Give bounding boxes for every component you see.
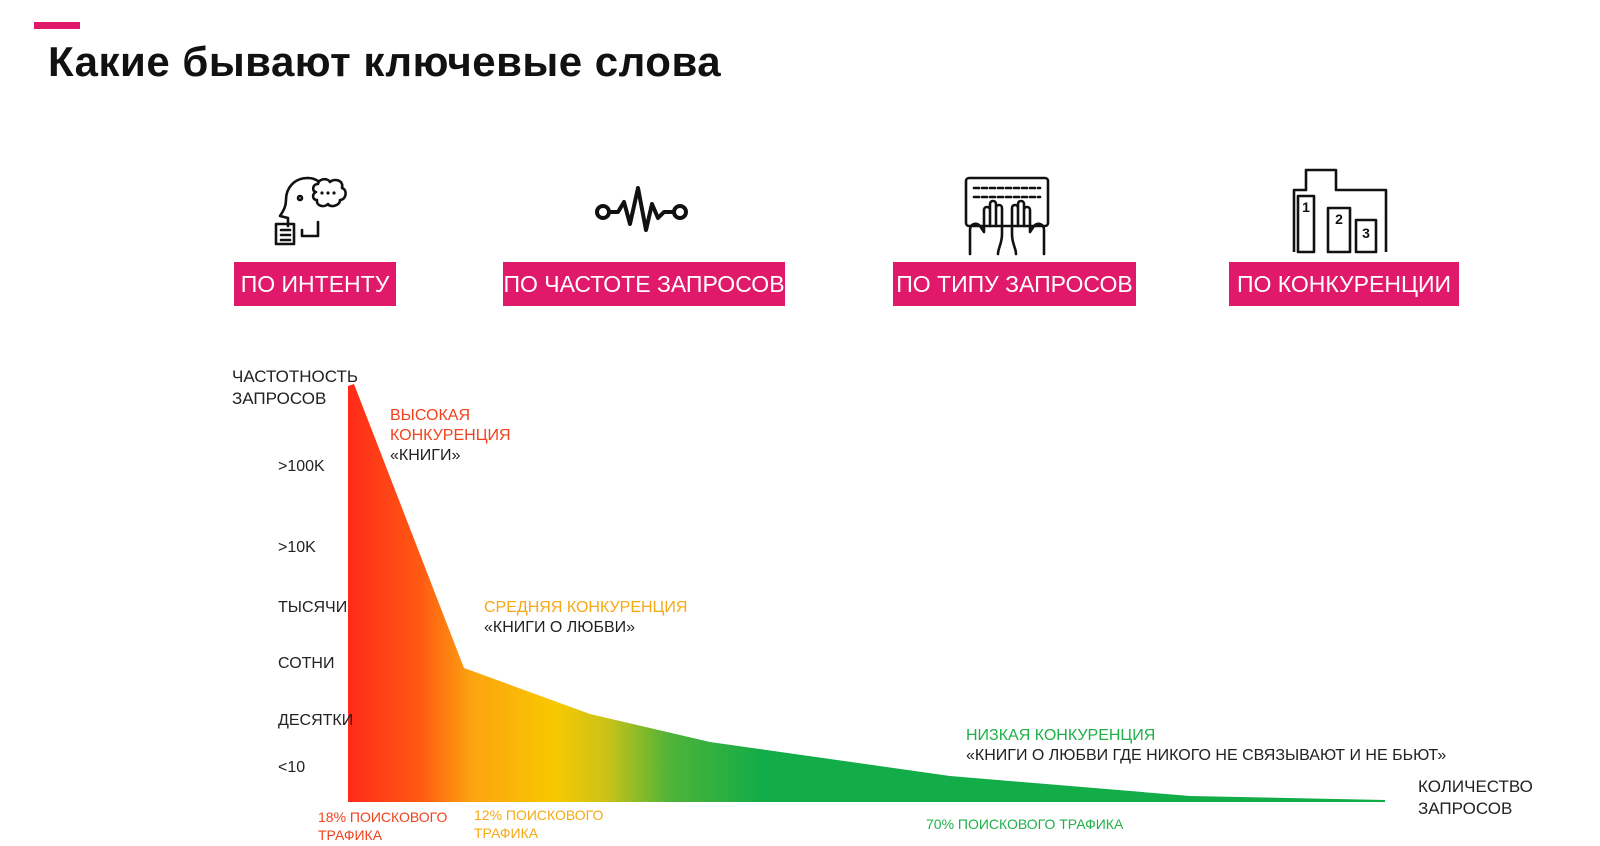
y-axis-label: ЧАСТОТНОСТЬ ЗАПРОСОВ [232, 367, 358, 408]
category-type-button[interactable]: ПО ТИПУ ЗАПРОСОВ [893, 262, 1136, 306]
high-competition-annotation: ВЫСОКАЯ КОНКУРЕНЦИЯ «КНИГИ» [390, 407, 511, 464]
y-tick-thousands: ТЫСЯЧИ [278, 599, 348, 616]
y-tick-under-10: <10 [278, 759, 306, 776]
y-tick-100k: >100K [278, 458, 325, 475]
long-tail-area [348, 384, 1385, 802]
head-thought-icon [274, 176, 347, 246]
medium-traffic-share: 12% ПОИСКОВОГО ТРАФИКА [474, 807, 604, 841]
pulse-wave-icon [595, 186, 688, 232]
category-intent-button[interactable]: ПО ИНТЕНТУ [234, 262, 396, 306]
keyboard-typing-icon [964, 176, 1050, 256]
x-axis-label: КОЛИЧЕСТВО ЗАПРОСОВ [1418, 777, 1533, 818]
podium-ranking-icon: 1 2 3 [1292, 168, 1388, 254]
title-accent-bar [34, 22, 80, 29]
low-traffic-share: 70% ПОИСКОВОГО ТРАФИКА [926, 816, 1124, 832]
svg-text:2: 2 [1335, 211, 1343, 227]
low-competition-annotation: НИЗКАЯ КОНКУРЕНЦИЯ «КНИГИ О ЛЮБВИ ГДЕ НИ… [966, 727, 1447, 764]
y-tick-10k: >10K [278, 539, 316, 556]
page-title: Какие бывают ключевые слова [48, 38, 722, 85]
category-frequency-button[interactable]: ПО ЧАСТОТЕ ЗАПРОСОВ [503, 262, 785, 306]
svg-text:3: 3 [1362, 225, 1370, 241]
y-tick-hundreds: СОТНИ [278, 655, 335, 672]
medium-competition-annotation: СРЕДНЯЯ КОНКУРЕНЦИЯ «КНИГИ О ЛЮБВИ» [484, 599, 688, 636]
high-traffic-share: 18% ПОИСКОВОГО ТРАФИКА [318, 809, 448, 843]
svg-text:1: 1 [1302, 199, 1310, 215]
y-tick-tens: ДЕСЯТКИ [278, 712, 354, 729]
category-competition-button[interactable]: ПО КОНКУРЕНЦИИ [1229, 262, 1459, 306]
